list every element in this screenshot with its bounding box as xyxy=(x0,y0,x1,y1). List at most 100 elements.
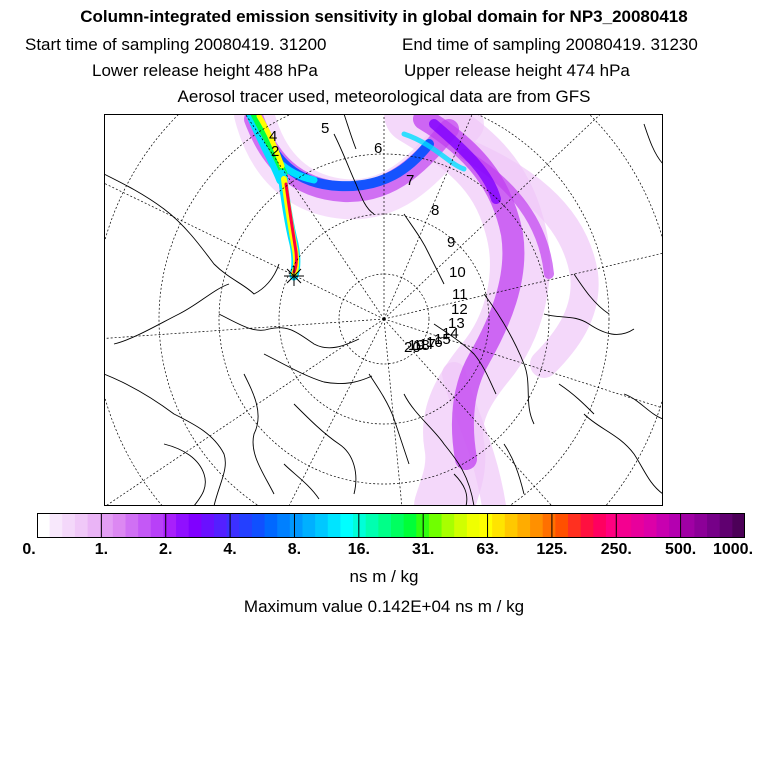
colorbar-tick-label: 4. xyxy=(223,541,237,558)
tracer-note: Aerosol tracer used, meteorological data… xyxy=(177,87,591,106)
colorbar-cell xyxy=(580,513,594,538)
colorbar-cell xyxy=(707,513,721,538)
start-time-label: Start time of sampling 20080419. 31200 xyxy=(25,35,327,54)
colorbar-cell xyxy=(353,513,367,538)
trajectory-label-7: 7 xyxy=(406,172,414,189)
colorbar-cell xyxy=(201,513,215,538)
colorbar-tick-label: 16. xyxy=(347,541,370,558)
colorbar-cell xyxy=(87,513,101,538)
trajectory-label-11: 11 xyxy=(452,286,468,303)
colorbar-cell xyxy=(264,513,278,538)
colorbar-cell xyxy=(605,513,620,538)
colorbar-cell xyxy=(492,513,506,538)
trajectory-label-15: 15 xyxy=(434,331,451,348)
trajectory-label-5: 5 xyxy=(321,120,329,137)
colorbar-cell xyxy=(391,513,405,538)
coastlines xyxy=(104,114,663,506)
colorbar-cell xyxy=(643,513,658,538)
colorbar-cell xyxy=(176,513,190,538)
colorbar-cell xyxy=(150,513,165,538)
trajectory-label-17: 17 xyxy=(419,336,436,353)
colorbar-cell xyxy=(694,513,708,538)
colorbar-cell xyxy=(732,513,745,538)
trajectory-label-8: 8 xyxy=(431,202,439,219)
colorbar-cell xyxy=(568,513,582,538)
colorbar-tick-label: 8. xyxy=(287,541,302,558)
colorbar-cell xyxy=(315,513,329,538)
colorbar-tick-label: 31. xyxy=(412,541,435,558)
colorbar-tick-label: 250. xyxy=(600,541,632,558)
trajectory-label-16: 16 xyxy=(426,334,443,351)
colorbar-cell xyxy=(74,513,89,538)
colorbar-cell xyxy=(618,513,632,538)
colorbar-cell xyxy=(378,513,392,538)
colorbar-cell xyxy=(631,513,645,538)
trajectory-label-13: 13 xyxy=(448,315,465,332)
trajectory-label-14: 14 xyxy=(442,325,459,342)
colorbar-cell xyxy=(125,513,139,538)
trajectory-label-6: 6 xyxy=(374,140,382,157)
emission-plume xyxy=(234,114,599,506)
trajectory-label-19: 19 xyxy=(408,337,425,354)
colorbar-tick-label: 0. xyxy=(22,541,36,558)
trajectory-label-20: 20 xyxy=(404,339,421,356)
upper-release-height-label: Upper release height 474 hPa xyxy=(404,61,630,80)
colorbar-cell xyxy=(466,513,481,538)
colorbar-cell xyxy=(403,513,417,538)
colorbar-cell xyxy=(719,513,733,538)
colorbar-tick-label: 1. xyxy=(94,541,109,558)
colorbar-cell xyxy=(188,513,202,538)
colorbar-cell xyxy=(327,513,342,538)
colorbar-cell xyxy=(138,513,152,538)
end-time-label: End time of sampling 20080419. 31230 xyxy=(402,35,698,54)
colorbar-cell xyxy=(530,513,544,538)
colorbar-tick-label: 500. xyxy=(665,541,697,558)
maximum-value-label: Maximum value 0.142E+04 ns m / kg xyxy=(243,597,525,616)
colorbar-cell xyxy=(365,513,379,538)
colorbar-units: ns m / kg xyxy=(349,567,419,586)
colorbar-cell xyxy=(49,513,63,538)
trajectory-label-4: 4 xyxy=(269,128,277,145)
colorbar-cell xyxy=(340,513,354,538)
colorbar-cell xyxy=(441,513,455,538)
trajectory-label-9: 9 xyxy=(447,234,455,251)
colorbar-cell xyxy=(302,513,316,538)
colorbar-cell xyxy=(163,513,177,538)
colorbar-cell xyxy=(555,513,569,538)
colorbar-cell xyxy=(542,513,556,538)
colorbar-cell xyxy=(593,513,607,538)
colorbar-cell xyxy=(277,513,291,538)
colorbar-cell xyxy=(289,513,304,538)
colorbar-cell xyxy=(100,513,114,538)
map-border xyxy=(104,114,663,506)
release-point-star-icon xyxy=(284,266,304,286)
colorbar-cell xyxy=(669,513,683,538)
sensitivity-map: 2 4 5 6 7 8 9 10 11 12 13 14 15 16 17 18… xyxy=(104,114,663,506)
colorbar-tick-label: 125. xyxy=(536,541,568,558)
colorbar-cell xyxy=(681,513,696,538)
colorbar-cell xyxy=(656,513,670,538)
colorbar-tick-label: 2. xyxy=(159,541,173,558)
trajectory-label-18: 18 xyxy=(413,337,430,354)
colorbar-tick-label: 1000. xyxy=(712,541,754,558)
colorbar-cell xyxy=(226,513,240,538)
colorbar-cell xyxy=(428,513,443,538)
colorbar-cell xyxy=(479,513,493,538)
longitude-grid xyxy=(104,114,663,506)
lower-release-height-label: Lower release height 488 hPa xyxy=(92,61,318,80)
colorbar-tick-label: 63. xyxy=(476,541,499,558)
trajectory-label-10: 10 xyxy=(449,264,466,281)
colorbar-cell xyxy=(504,513,519,538)
colorbar xyxy=(37,513,745,538)
colorbar-cell xyxy=(62,513,76,538)
colorbar-cell xyxy=(239,513,253,538)
page-title: Column-integrated emission sensitivity i… xyxy=(80,7,688,26)
trajectory-label-2: 2 xyxy=(271,143,279,160)
trajectory-labels: 2 4 5 6 7 8 9 10 11 12 13 14 15 16 17 18… xyxy=(269,120,468,356)
colorbar-cell xyxy=(37,513,51,538)
colorbar-cell xyxy=(214,513,228,538)
trajectory-label-12: 12 xyxy=(451,301,468,318)
colorbar-cell xyxy=(251,513,266,538)
colorbar-cell xyxy=(112,513,127,538)
colorbar-cell xyxy=(454,513,468,538)
